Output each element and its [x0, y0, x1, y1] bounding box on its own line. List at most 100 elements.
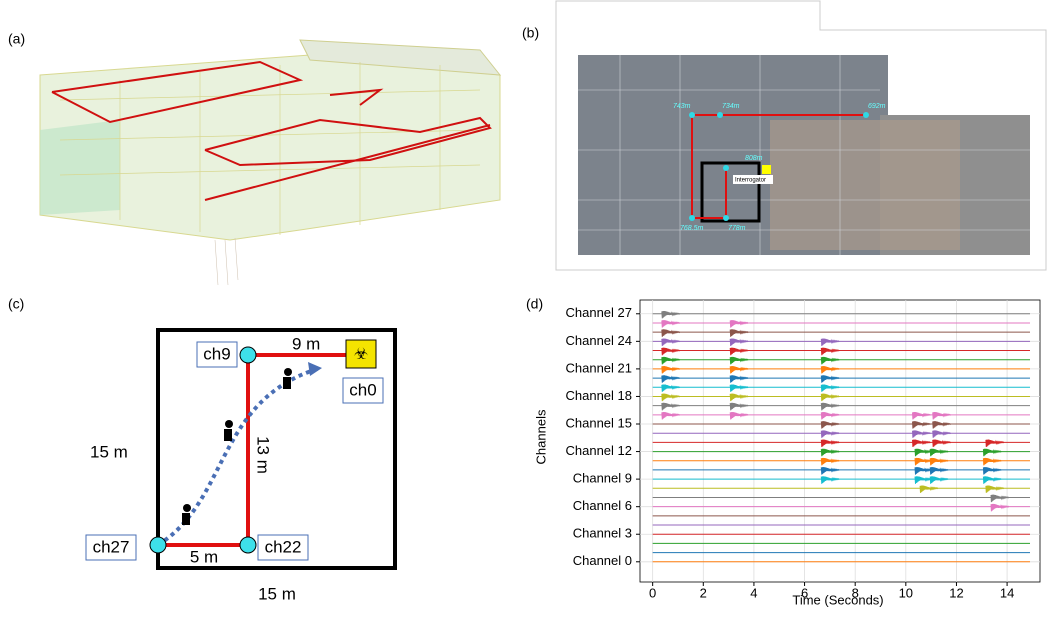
signal-burst	[821, 421, 839, 428]
signal-burst	[662, 329, 680, 337]
signal-burst	[730, 412, 748, 420]
signal-burst	[991, 504, 1009, 511]
signal-burst	[913, 412, 931, 420]
dimension-label: 15 m	[90, 442, 128, 461]
annotation: 743m	[673, 103, 691, 110]
annotation: 778m	[728, 225, 746, 232]
signal-burst	[821, 449, 839, 456]
x-tick-label: 6	[801, 585, 808, 600]
signal-burst	[821, 339, 839, 347]
node-label: ch27	[93, 537, 130, 556]
annotation: 808m	[745, 155, 763, 162]
panel-label: (d)	[526, 296, 543, 312]
signal-burst	[986, 440, 1004, 447]
signal-burst	[730, 339, 748, 347]
panel-label: (c)	[8, 296, 24, 312]
floor-plan: 743m 734m 692m 808m Interrogator 768.5m …	[556, 1, 1046, 270]
signal-burst	[983, 458, 1001, 466]
signal-burst	[821, 412, 839, 420]
signal-burst	[730, 348, 748, 356]
node-label: ch9	[203, 344, 230, 363]
signal-burst	[983, 467, 1001, 475]
annotation: 768.5m	[680, 225, 704, 232]
signal-burst	[662, 385, 680, 392]
dimension-label: 5 m	[190, 547, 218, 566]
signal-burst	[821, 467, 839, 475]
signal-burst	[930, 476, 948, 484]
signal-burst	[662, 348, 680, 356]
signal-burst	[821, 394, 839, 402]
y-tick-label: Channel 18	[566, 388, 633, 403]
signal-burst	[913, 421, 931, 428]
x-tick-label: 4	[750, 585, 757, 600]
node-label: ch22	[265, 537, 302, 556]
signal-burst	[662, 357, 680, 364]
x-tick-label: 0	[649, 585, 656, 600]
signal-burst	[662, 403, 680, 411]
annotation: 692m	[868, 103, 886, 110]
layout-diagram: ☣ 9 m ch9 ch0 13 m 15 m ch27 5 m ch22 15…	[86, 330, 395, 603]
dimension-label: 13 m	[254, 436, 273, 474]
y-tick-label: Channel 9	[573, 471, 632, 486]
signal-burst	[662, 412, 680, 420]
signal-burst	[821, 385, 839, 392]
y-tick-label: Channel 0	[573, 553, 632, 568]
signal-burst	[821, 403, 839, 411]
signal-burst	[821, 357, 839, 364]
y-tick-label: Channel 24	[566, 333, 633, 348]
signal-burst	[821, 375, 839, 382]
signal-burst	[730, 375, 748, 382]
figure: (a) (b) (c) (d) 743m 734m 692m 808m Inte…	[0, 0, 1051, 613]
signal-burst	[933, 421, 951, 428]
annotation: Interrogator	[735, 178, 766, 184]
panel-label: (a)	[8, 31, 25, 47]
x-tick-label: 10	[899, 585, 913, 600]
signal-burst	[730, 394, 748, 402]
signal-burst	[986, 486, 1004, 493]
building-render	[40, 40, 500, 285]
signal-burst	[662, 339, 680, 347]
signal-burst	[730, 366, 748, 373]
x-tick-label: 12	[949, 585, 963, 600]
dimension-label: 15 m	[258, 584, 296, 603]
signal-burst	[821, 440, 839, 447]
signal-burst	[730, 320, 748, 327]
signal-burst	[662, 320, 680, 327]
signal-burst	[983, 476, 1001, 484]
y-tick-label: Channel 6	[573, 498, 632, 513]
y-tick-label: Channel 3	[573, 526, 632, 541]
annotation: 734m	[722, 103, 740, 110]
signal-burst	[662, 394, 680, 402]
signal-burst	[662, 366, 680, 373]
signal-burst	[930, 467, 948, 475]
signal-burst	[933, 412, 951, 420]
y-tick-label: Channel 12	[566, 443, 633, 458]
node-label: ch0	[349, 380, 376, 399]
signal-burst	[933, 440, 951, 447]
signal-burst	[991, 495, 1009, 502]
signal-burst	[983, 449, 1001, 456]
y-tick-label: Channel 27	[566, 305, 633, 320]
signal-burst	[930, 449, 948, 456]
x-tick-label: 2	[700, 585, 707, 600]
panel-label: (b)	[522, 25, 539, 41]
signal-burst	[930, 458, 948, 466]
signal-burst	[662, 375, 680, 382]
y-axis-label: Channels	[533, 409, 548, 464]
signal-burst	[913, 440, 931, 447]
signal-burst	[662, 311, 680, 318]
signal-burst	[730, 329, 748, 337]
signal-burst	[821, 366, 839, 373]
x-tick-label: 14	[1000, 585, 1014, 600]
signal-burst	[730, 385, 748, 392]
svg-text:☣: ☣	[354, 346, 368, 363]
signal-burst	[730, 357, 748, 364]
dimension-label: 9 m	[292, 334, 320, 353]
signal-burst	[821, 458, 839, 466]
signal-burst	[730, 403, 748, 411]
y-tick-label: Channel 15	[566, 415, 633, 430]
signal-burst	[821, 430, 839, 437]
signal-burst	[933, 430, 951, 437]
signal-burst	[821, 476, 839, 484]
